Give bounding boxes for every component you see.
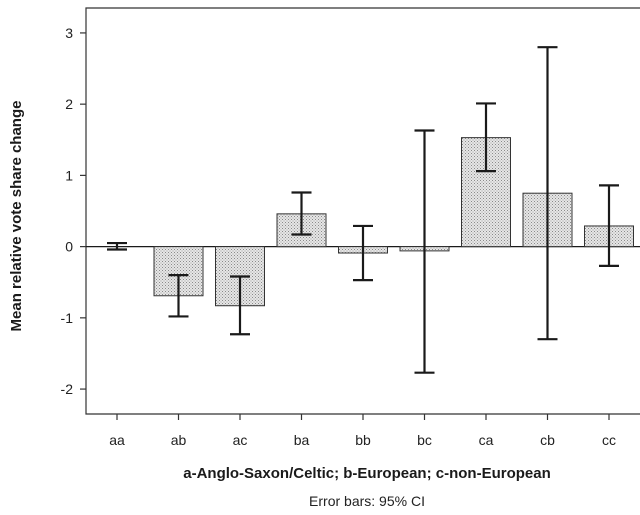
bars (153, 137, 634, 307)
x-tick-label: bc (417, 432, 432, 448)
error-bar-cb (537, 46, 558, 341)
error-bars-note: Error bars: 95% CI (309, 493, 425, 509)
x-axis-title: a-Anglo-Saxon/Celtic; b-European; c-non-… (183, 465, 551, 482)
x-tick-label: ca (479, 432, 494, 448)
y-tick-label: -1 (61, 310, 74, 326)
y-tick-label: -2 (61, 381, 74, 397)
x-tick-label: ab (171, 432, 187, 448)
error-bar-ca (476, 102, 496, 173)
y-tick-label: 2 (65, 96, 73, 112)
y-tick-label: 0 (65, 239, 73, 255)
x-tick-label: bb (355, 432, 371, 448)
error-bar-ba (291, 191, 312, 236)
error-bar-cc (599, 184, 619, 267)
error-bar-bc (414, 129, 435, 374)
x-tick-label: cb (540, 432, 555, 448)
x-tick-label: aa (109, 432, 125, 448)
x-tick-label: ac (233, 432, 248, 448)
error-bar-ac (230, 275, 250, 336)
y-tick-label: 3 (65, 25, 73, 41)
error-bars (107, 46, 619, 374)
x-tick-label: ba (294, 432, 310, 448)
y-tick-label: 1 (65, 167, 73, 183)
x-axis: aa ab ac ba bb bc ca cb cc (86, 245, 640, 448)
error-bar-aa (107, 241, 127, 251)
x-tick-label: cc (602, 432, 616, 448)
error-bar-ab (168, 274, 189, 318)
y-axis: -2 -1 0 1 2 3 (61, 25, 86, 397)
error-bar-bb (353, 224, 373, 282)
y-axis-title: Mean relative vote share change (8, 101, 25, 332)
